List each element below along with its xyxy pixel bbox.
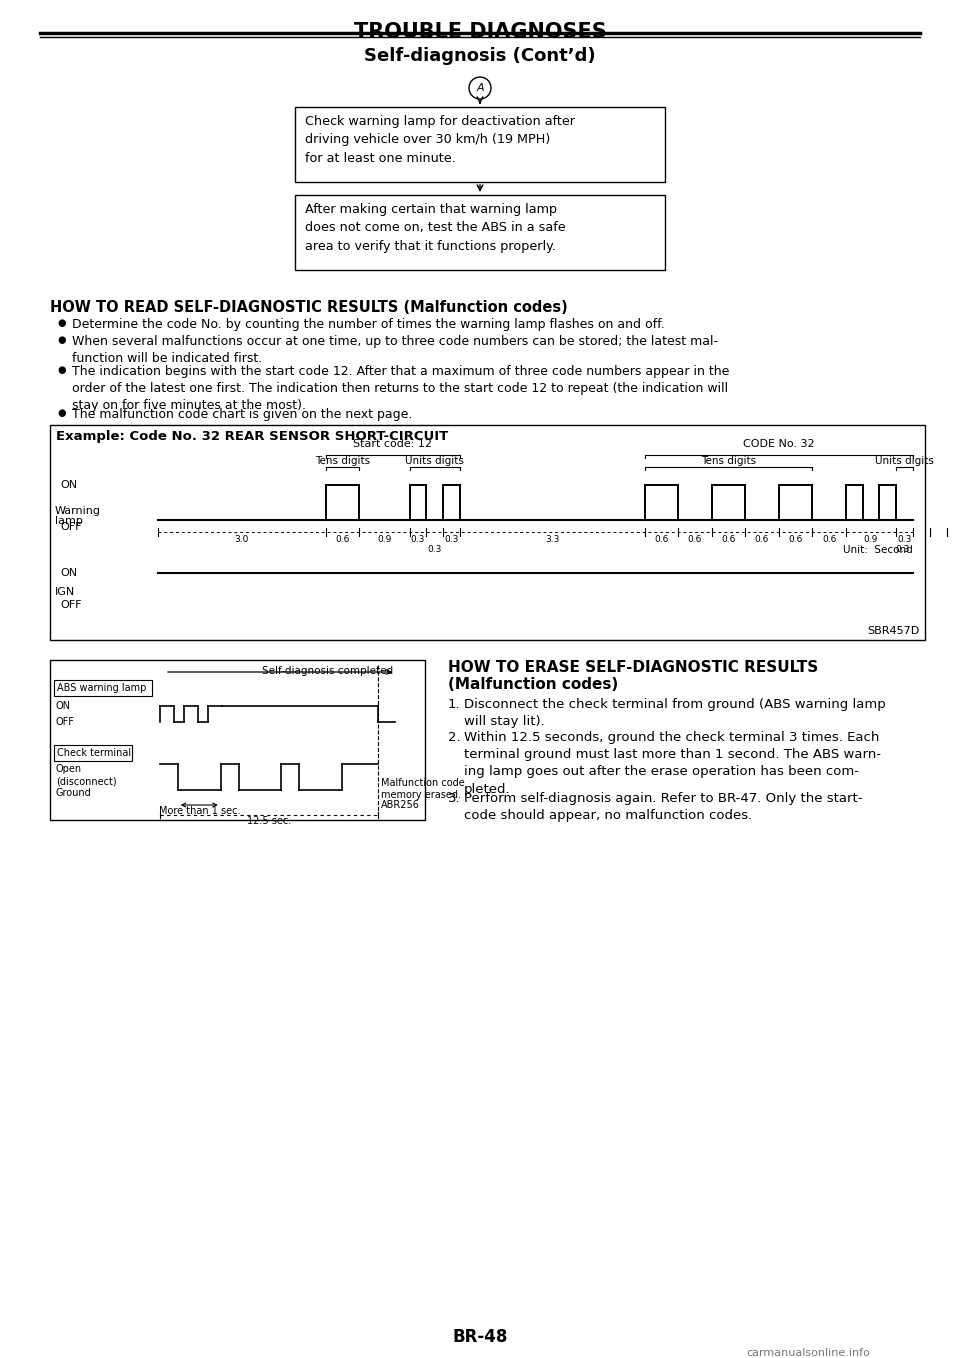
Text: Units digits: Units digits <box>405 456 465 466</box>
Text: Tens digits: Tens digits <box>701 456 756 466</box>
Text: The indication begins with the start code 12. After that a maximum of three code: The indication begins with the start cod… <box>72 364 730 411</box>
Text: ON: ON <box>60 568 77 579</box>
Text: 12.5 sec.: 12.5 sec. <box>247 816 291 826</box>
Text: HOW TO ERASE SELF-DIAGNOSTIC RESULTS: HOW TO ERASE SELF-DIAGNOSTIC RESULTS <box>448 660 818 675</box>
Text: 0.9: 0.9 <box>864 535 878 545</box>
Text: 2.: 2. <box>448 731 461 744</box>
Bar <box>50 660 425 820</box>
Text: 3.0: 3.0 <box>234 535 249 545</box>
Text: IGN: IGN <box>55 587 75 598</box>
Text: Check warning lamp for deactivation after
driving vehicle over 30 km/h (19 MPH)
: Check warning lamp for deactivation afte… <box>305 115 575 166</box>
Text: CODE No. 32: CODE No. 32 <box>743 439 815 449</box>
Text: ON: ON <box>60 479 77 490</box>
Text: TROUBLE DIAGNOSES: TROUBLE DIAGNOSES <box>353 22 607 42</box>
Text: When several malfunctions occur at one time, up to three code numbers can be sto: When several malfunctions occur at one t… <box>72 334 718 365</box>
Bar <box>295 107 665 182</box>
Text: Tens digits: Tens digits <box>315 456 371 466</box>
Text: A: A <box>476 83 484 92</box>
Text: lamp: lamp <box>55 516 83 526</box>
Text: ●: ● <box>58 364 66 375</box>
Text: ON: ON <box>56 701 71 712</box>
Text: Check terminal: Check terminal <box>57 748 132 758</box>
Text: 0.3: 0.3 <box>427 545 442 554</box>
Text: SBR457D: SBR457D <box>868 626 920 636</box>
Text: Units digits: Units digits <box>876 456 934 466</box>
Text: Self-diagnosis completed: Self-diagnosis completed <box>262 665 393 676</box>
Text: 0.6: 0.6 <box>654 535 668 545</box>
Text: 3.: 3. <box>448 792 461 805</box>
Text: Self-diagnosis (Cont’d): Self-diagnosis (Cont’d) <box>364 48 596 65</box>
Text: OFF: OFF <box>56 717 75 727</box>
Text: 0.6: 0.6 <box>687 535 702 545</box>
Text: Start code: 12: Start code: 12 <box>353 439 432 449</box>
Text: ABR256: ABR256 <box>381 800 420 809</box>
Text: 0.6: 0.6 <box>822 535 836 545</box>
Text: Within 12.5 seconds, ground the check terminal 3 times. Each
terminal ground mus: Within 12.5 seconds, ground the check te… <box>464 731 881 796</box>
Bar <box>54 680 152 697</box>
Bar <box>54 746 132 760</box>
Text: Disconnect the check terminal from ground (ABS warning lamp
will stay lit).: Disconnect the check terminal from groun… <box>464 698 886 728</box>
Text: Ground: Ground <box>56 788 92 799</box>
Text: 0.3: 0.3 <box>411 535 425 545</box>
Text: 0.9: 0.9 <box>377 535 392 545</box>
Text: Example: Code No. 32 REAR SENSOR SHORT-CIRCUIT: Example: Code No. 32 REAR SENSOR SHORT-C… <box>56 430 448 443</box>
Text: After making certain that warning lamp
does not come on, test the ABS in a safe
: After making certain that warning lamp d… <box>305 202 565 253</box>
Text: 0.3: 0.3 <box>896 545 910 554</box>
Text: 0.6: 0.6 <box>335 535 349 545</box>
Text: 0.6: 0.6 <box>721 535 735 545</box>
Text: ●: ● <box>58 407 66 418</box>
Text: (Malfunction codes): (Malfunction codes) <box>448 678 618 693</box>
Text: Malfunction code
memory erased.: Malfunction code memory erased. <box>381 778 465 800</box>
Text: ●: ● <box>58 318 66 329</box>
Text: carmanualsonline.info: carmanualsonline.info <box>746 1348 870 1358</box>
Text: Perform self-diagnosis again. Refer to BR-47. Only the start-
code should appear: Perform self-diagnosis again. Refer to B… <box>464 792 862 822</box>
Text: OFF: OFF <box>60 600 82 610</box>
Text: 3.3: 3.3 <box>545 535 560 545</box>
Text: Determine the code No. by counting the number of times the warning lamp flashes : Determine the code No. by counting the n… <box>72 318 664 331</box>
Text: 0.6: 0.6 <box>755 535 769 545</box>
Text: The malfunction code chart is given on the next page.: The malfunction code chart is given on t… <box>72 407 413 421</box>
Text: OFF: OFF <box>60 521 82 532</box>
Bar <box>295 196 665 270</box>
Text: BR-48: BR-48 <box>452 1328 508 1346</box>
Text: More than 1 sec.: More than 1 sec. <box>158 807 240 816</box>
Text: Warning: Warning <box>55 507 101 516</box>
Text: ●: ● <box>58 334 66 345</box>
Text: Unit:  Second: Unit: Second <box>843 545 913 555</box>
Text: Open
(disconnect): Open (disconnect) <box>56 765 116 786</box>
Text: ABS warning lamp: ABS warning lamp <box>57 683 146 693</box>
Text: 0.3: 0.3 <box>898 535 912 545</box>
Bar <box>50 425 925 640</box>
Text: 1.: 1. <box>448 698 461 712</box>
Text: 0.3: 0.3 <box>444 535 459 545</box>
Text: HOW TO READ SELF-DIAGNOSTIC RESULTS (Malfunction codes): HOW TO READ SELF-DIAGNOSTIC RESULTS (Mal… <box>50 300 567 315</box>
Text: 0.6: 0.6 <box>788 535 803 545</box>
